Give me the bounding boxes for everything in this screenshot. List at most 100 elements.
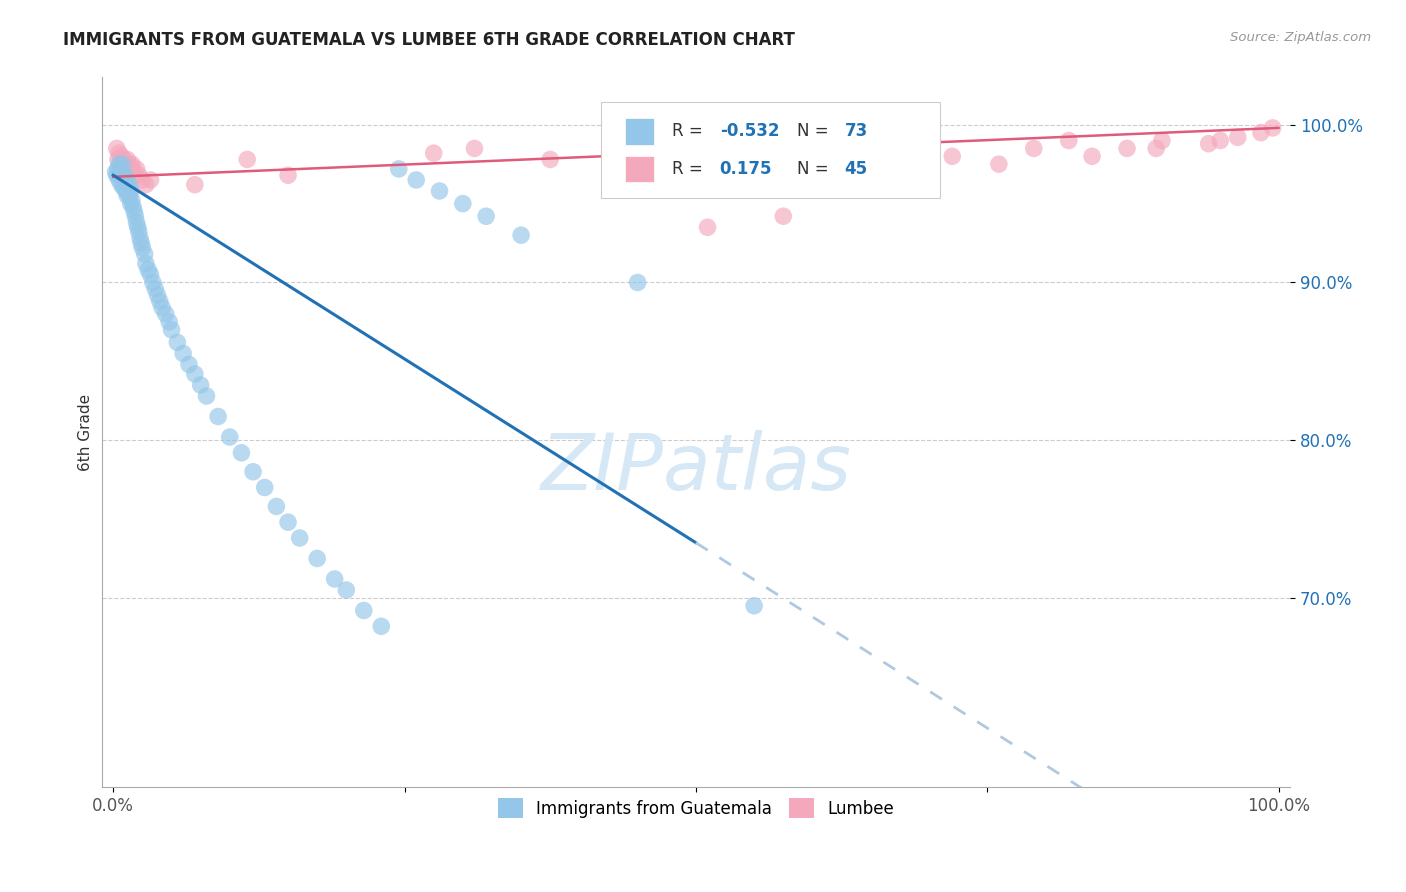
Point	[118, 181, 141, 195]
Point	[353, 603, 375, 617]
Text: 73: 73	[845, 122, 868, 140]
Point	[190, 378, 212, 392]
Point	[772, 209, 794, 223]
Point	[114, 157, 136, 171]
Point	[125, 161, 148, 176]
Point	[122, 204, 145, 219]
Point	[128, 168, 150, 182]
Text: R =: R =	[672, 122, 709, 140]
Point	[1150, 134, 1173, 148]
Point	[108, 146, 131, 161]
Point	[696, 220, 718, 235]
Point	[405, 173, 427, 187]
Point	[115, 173, 138, 187]
Point	[323, 572, 346, 586]
Point	[277, 168, 299, 182]
Point	[120, 165, 142, 179]
Point	[1226, 130, 1249, 145]
Point	[510, 228, 533, 243]
Point	[1144, 141, 1167, 155]
Point	[115, 188, 138, 202]
Point	[129, 231, 152, 245]
Point	[626, 276, 648, 290]
Point	[1250, 126, 1272, 140]
Point	[115, 184, 138, 198]
Point	[307, 551, 329, 566]
Point	[918, 134, 941, 148]
Point	[207, 409, 229, 424]
Point	[118, 157, 141, 171]
Point	[742, 599, 765, 613]
Point	[848, 168, 870, 182]
Point	[143, 282, 166, 296]
Point	[117, 161, 139, 176]
Text: IMMIGRANTS FROM GUATEMALA VS LUMBEE 6TH GRADE CORRELATION CHART: IMMIGRANTS FROM GUATEMALA VS LUMBEE 6TH …	[63, 31, 796, 49]
Point	[142, 276, 165, 290]
Point	[177, 358, 200, 372]
Point	[122, 200, 145, 214]
Point	[117, 184, 139, 198]
Text: N =: N =	[797, 160, 834, 178]
Point	[1198, 136, 1220, 151]
Point	[859, 136, 882, 151]
Legend: Immigrants from Guatemala, Lumbee: Immigrants from Guatemala, Lumbee	[491, 791, 900, 825]
Point	[122, 161, 145, 176]
Point	[475, 209, 498, 223]
Point	[112, 181, 135, 195]
Point	[253, 481, 276, 495]
Point	[987, 157, 1010, 171]
Point	[236, 153, 259, 167]
Point	[105, 141, 128, 155]
Point	[1022, 141, 1045, 155]
Point	[218, 430, 240, 444]
Point	[184, 367, 207, 381]
Point	[112, 153, 135, 167]
Point	[195, 389, 218, 403]
Point	[129, 235, 152, 250]
Point	[128, 225, 150, 239]
Point	[135, 178, 157, 192]
Point	[242, 465, 264, 479]
FancyBboxPatch shape	[624, 118, 654, 145]
Point	[105, 168, 128, 182]
Point	[231, 446, 253, 460]
Point	[157, 315, 180, 329]
Point	[112, 173, 135, 187]
Point	[111, 157, 134, 171]
Point	[115, 181, 138, 195]
Point	[108, 157, 131, 171]
Point	[370, 619, 392, 633]
Point	[388, 161, 411, 176]
Point	[146, 288, 169, 302]
Point	[110, 157, 132, 171]
Point	[111, 168, 134, 182]
Point	[108, 173, 131, 187]
Point	[118, 188, 141, 202]
Text: 0.175: 0.175	[720, 160, 772, 178]
Point	[451, 196, 474, 211]
Point	[127, 220, 149, 235]
Point	[125, 215, 148, 229]
Point	[1116, 141, 1139, 155]
Point	[120, 184, 142, 198]
Point	[266, 500, 288, 514]
Point	[110, 161, 132, 176]
Point	[131, 173, 153, 187]
Point	[111, 157, 134, 171]
Point	[422, 146, 444, 161]
Point	[110, 178, 132, 192]
Point	[135, 256, 157, 270]
Point	[277, 515, 299, 529]
FancyBboxPatch shape	[624, 155, 654, 183]
Point	[114, 168, 136, 182]
Point	[463, 141, 485, 155]
Point	[335, 582, 357, 597]
Point	[110, 149, 132, 163]
Point	[1057, 134, 1080, 148]
Point	[131, 241, 153, 255]
Point	[136, 263, 159, 277]
Point	[124, 209, 146, 223]
Point	[114, 178, 136, 192]
Point	[429, 184, 451, 198]
Point	[184, 178, 207, 192]
